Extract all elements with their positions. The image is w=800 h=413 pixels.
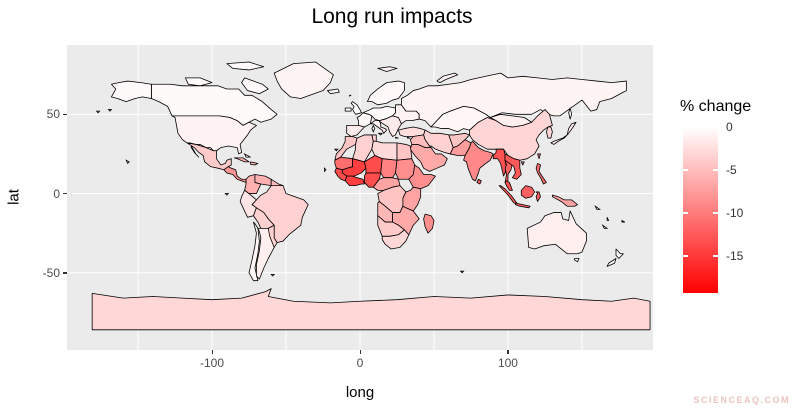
region-philippines: Philippines: -11%	[536, 163, 546, 184]
region-sri_lanka: Sri Lanka: -12%	[477, 179, 481, 184]
small-island	[97, 111, 100, 113]
region-madagascar: Madagascar: -8.5%	[424, 214, 434, 233]
legend-tick-mark	[713, 212, 718, 214]
region-greenland: Greenland: -0.8%	[274, 62, 333, 98]
legend-tick-mark	[683, 212, 688, 214]
region-niger: Niger: -13.5%	[364, 156, 382, 173]
region-russia: Russia: -0.8%	[378, 67, 627, 127]
region-colombia: Colombia: -6%	[245, 175, 261, 194]
y-tick-mark	[63, 113, 67, 116]
y-tick-label: -50	[42, 265, 60, 280]
region-canada: Canada: -0.4%	[151, 62, 277, 125]
region-ivory_ghana: Ivory Coast/Ghana: -14.5%	[345, 176, 364, 186]
y-tick-label: 0	[53, 186, 60, 201]
small-island	[350, 95, 351, 96]
region-indochina: Vietnam/Laos/Cambodia: -12.5%	[505, 154, 521, 179]
region-mongolia: Mongolia: -1.2%	[490, 114, 531, 127]
world-choropleth-map: Antarctica: -3% Greenland: -0.8%Canada: -…	[67, 45, 653, 350]
small-island	[396, 137, 399, 138]
small-island	[407, 137, 410, 138]
legend-tick-mark	[713, 255, 718, 257]
small-island	[108, 110, 111, 112]
legend-tick-label: -5	[726, 163, 737, 177]
legend-tick-label: -10	[726, 206, 744, 220]
region-iran: Iran: -3.5%	[424, 130, 454, 154]
chart-title: Long run impacts	[311, 5, 473, 28]
region-france: France: -0.6%	[357, 113, 372, 127]
small-island	[461, 271, 464, 273]
small-island	[372, 125, 375, 131]
region-korea: Korea: -3%	[546, 127, 552, 138]
small-island	[126, 160, 129, 163]
legend-tick-label: -15	[726, 249, 744, 263]
x-tick-label: 0	[356, 356, 364, 370]
region-caribbean: Caribbean: -6%	[234, 158, 258, 165]
y-tick-label: 50	[46, 107, 60, 122]
region-algeria: Algeria: -3.5%	[353, 135, 374, 162]
small-island	[225, 194, 228, 196]
legend-tick-label: 0	[726, 120, 733, 134]
x-tick-mark	[359, 350, 361, 354]
region-east_africa: Kenya/Tanzania: -7%	[403, 187, 421, 211]
region-iberia: Iberia: -1.5%	[347, 125, 365, 136]
region-iceland: Iceland: -0.3%	[327, 89, 339, 94]
x-tick-label: -100	[200, 356, 225, 370]
small-island	[271, 274, 274, 276]
small-island	[595, 206, 599, 209]
region-egypt: Egypt: -4.5%	[397, 143, 412, 160]
region-tasmania: Tasmania: -1.2%	[575, 259, 579, 262]
watermark-text: SCIENCEAQ.COM	[693, 395, 790, 405]
region-indonesia: Indonesia: -12%	[499, 186, 540, 208]
region-japan: Japan: -1.2%	[551, 122, 576, 144]
y-tick-mark	[63, 272, 67, 274]
legend-tick-mark	[713, 169, 718, 171]
region-central_america: Central America: -8%	[224, 167, 246, 183]
region-chad: Chad: -9.5%	[381, 159, 397, 178]
region-argentina: Argentina: -1.2%	[256, 228, 274, 279]
region-malay: Malaysia: -13%	[505, 181, 512, 191]
region-uk_ireland: UK/Ireland: -0.2%	[345, 102, 361, 115]
y-tick-mark	[63, 192, 67, 195]
legend-tick-mark	[683, 169, 688, 171]
region-myanmar: Myanmar: -13%	[493, 149, 506, 176]
region-alaska: Alaska (USA): -0.4%	[111, 81, 151, 102]
legend-colorbar	[683, 127, 718, 293]
small-island	[245, 154, 251, 157]
region-scandinavia: Scandinavia: -0.5%	[367, 81, 404, 105]
region-new_guinea: New Guinea: -7%	[552, 195, 577, 206]
x-tick-mark	[507, 350, 509, 354]
small-island	[607, 217, 608, 220]
region-saudi: Arabian Peninsula: -6.5%	[410, 144, 447, 171]
region-taiwan_hainan: Taiwan/Hainan: -9%	[521, 154, 540, 165]
small-island	[335, 149, 338, 151]
plot-panel: Antarctica: -3% Greenland: -0.8%Canada: -…	[67, 45, 653, 350]
region-usa: United States: -1%	[172, 116, 256, 154]
legend-title: % change	[680, 98, 752, 115]
region-south_africa: South Africa: -3%	[382, 230, 409, 249]
region-new_zealand: New Zealand: -0.2%	[607, 249, 623, 266]
region-mexico: Mexico: -4%	[187, 143, 231, 170]
small-island	[603, 225, 607, 228]
region-italy: Italy: -1.2%	[370, 121, 386, 135]
region-antarctica: Antarctica: -3%	[92, 289, 650, 330]
x-tick-mark	[211, 350, 214, 354]
region-balkans: Balkans: -1.5%	[379, 116, 401, 137]
region-india: India: -9%	[464, 141, 494, 181]
x-axis-title: long	[345, 384, 375, 401]
small-island	[324, 168, 325, 171]
region-australia: Australia: -1.2%	[527, 211, 586, 254]
x-tick-label: 100	[497, 356, 518, 370]
legend-tick-mark	[683, 255, 688, 257]
small-island	[622, 220, 625, 222]
